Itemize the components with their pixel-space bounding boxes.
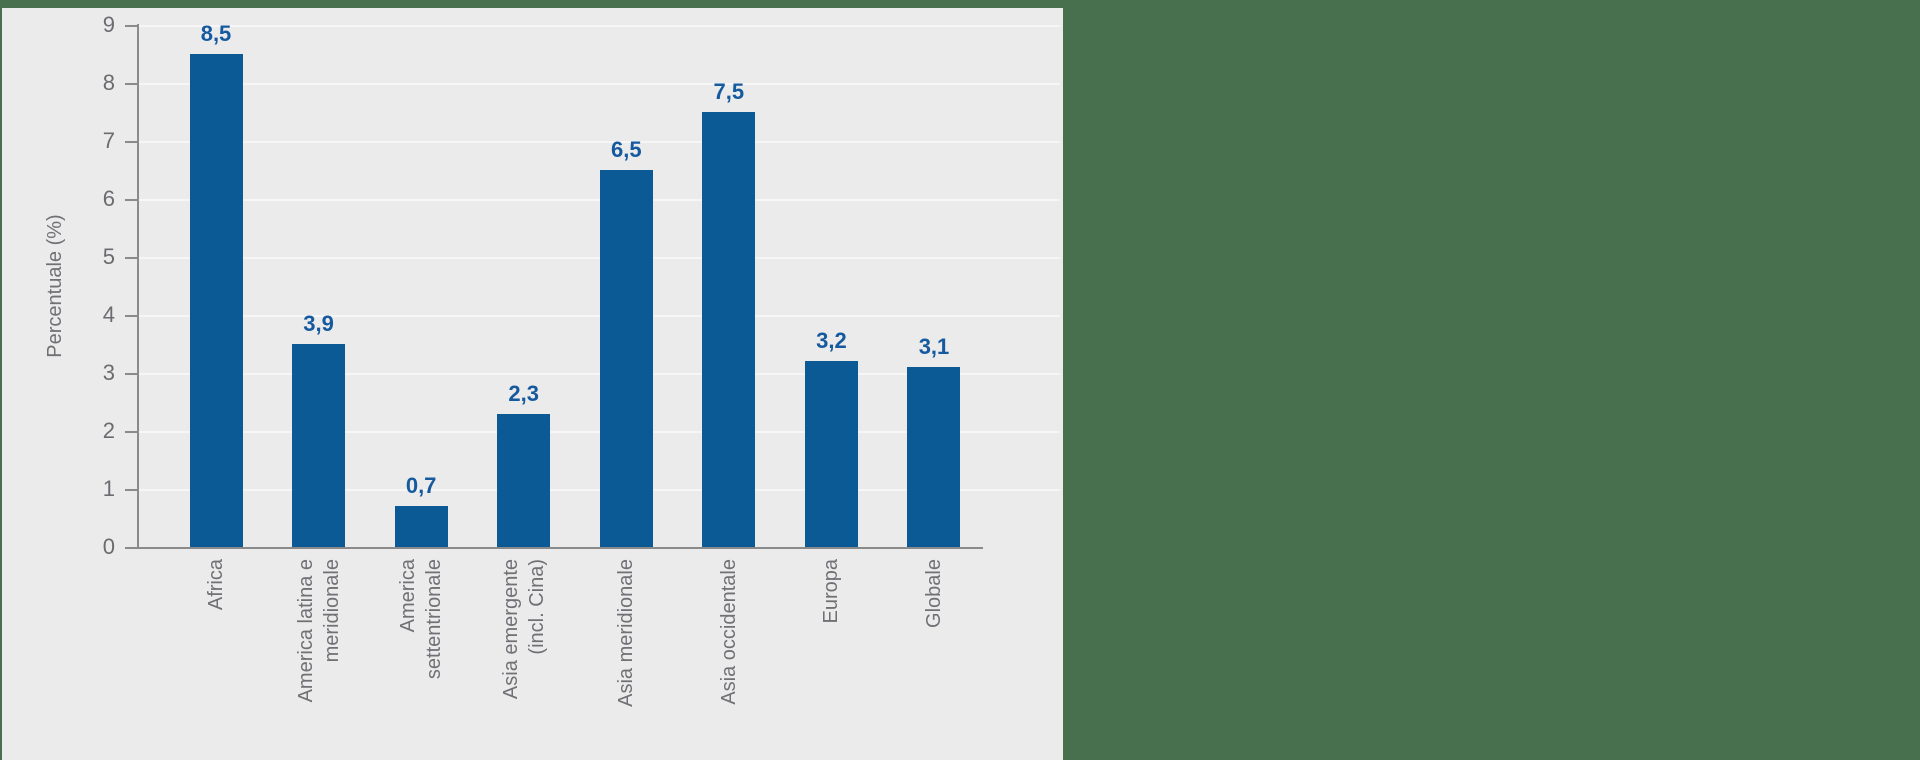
bar-value-label: 3,9 [303, 311, 334, 336]
bar-america-latina-e-meridionale [292, 344, 346, 547]
y-axis-tick [125, 83, 137, 85]
y-axis-tick [125, 199, 137, 201]
bar-asia-emergente-incl-cina [497, 413, 551, 547]
gridline [139, 257, 1060, 259]
gridline [139, 431, 1060, 433]
y-axis-tick [125, 141, 137, 143]
bar-value-label: 3,1 [918, 334, 950, 360]
y-axis-tick-label: 5 [102, 244, 115, 269]
x-axis-label: America latina e meridionale [294, 559, 343, 703]
y-axis-tick [125, 315, 137, 317]
y-axis-tick [125, 257, 137, 259]
bar-europa [804, 361, 858, 547]
y-axis-tick-label: 6 [102, 186, 115, 211]
bar-value-label: 0,7 [405, 473, 437, 499]
bar-asia-occidentale [702, 112, 756, 547]
bar-value-label: 6,5 [610, 137, 642, 162]
bar-value-label: 8,5 [200, 21, 232, 46]
y-axis-title: Percentuale (%) [44, 214, 66, 358]
y-axis-tick-label: 1 [102, 476, 115, 501]
y-axis-line [137, 24, 139, 549]
x-axis-label: Globale [922, 559, 945, 628]
x-axis-label: America settentrionale [397, 559, 446, 680]
x-axis-label: Asia emergente (incl. Cina) [499, 559, 548, 700]
y-axis-tick [125, 431, 137, 433]
x-axis-line [137, 547, 983, 549]
gridline [139, 83, 1060, 85]
y-axis-tick [125, 489, 137, 491]
x-axis-label: Asia occidentale [717, 559, 740, 705]
gridline [139, 489, 1060, 491]
y-axis-tick [125, 547, 137, 549]
bar-america-settentrionale [394, 506, 448, 547]
x-axis-label: Europa [820, 559, 843, 624]
gridline [139, 141, 1060, 143]
gridline [139, 25, 1060, 27]
x-axis-label: Africa [205, 559, 227, 611]
y-axis-tick-label: 0 [102, 534, 115, 559]
x-axis-label: Asia meridionale [615, 559, 638, 707]
bar-value-label: 7,5 [713, 79, 745, 104]
bar-africa [189, 54, 243, 547]
y-axis-tick-label: 9 [102, 12, 115, 37]
y-axis-tick-label: 4 [102, 302, 115, 327]
gridline [139, 373, 1060, 375]
chart-panel [2, 8, 1063, 760]
y-axis-tick-label: 7 [102, 128, 115, 153]
gridline [139, 199, 1060, 201]
y-axis-tick-label: 2 [102, 418, 115, 443]
bar-asia-meridionale [599, 170, 653, 547]
bar-value-label: 2,3 [508, 380, 539, 406]
y-axis-tick-label: 3 [102, 360, 115, 385]
gridline [139, 315, 1060, 317]
bar-globale [907, 367, 961, 547]
y-axis-tick-label: 8 [102, 70, 115, 95]
y-axis-tick [125, 373, 137, 375]
bar-value-label: 3,2 [816, 328, 847, 354]
y-axis-tick [125, 25, 137, 27]
